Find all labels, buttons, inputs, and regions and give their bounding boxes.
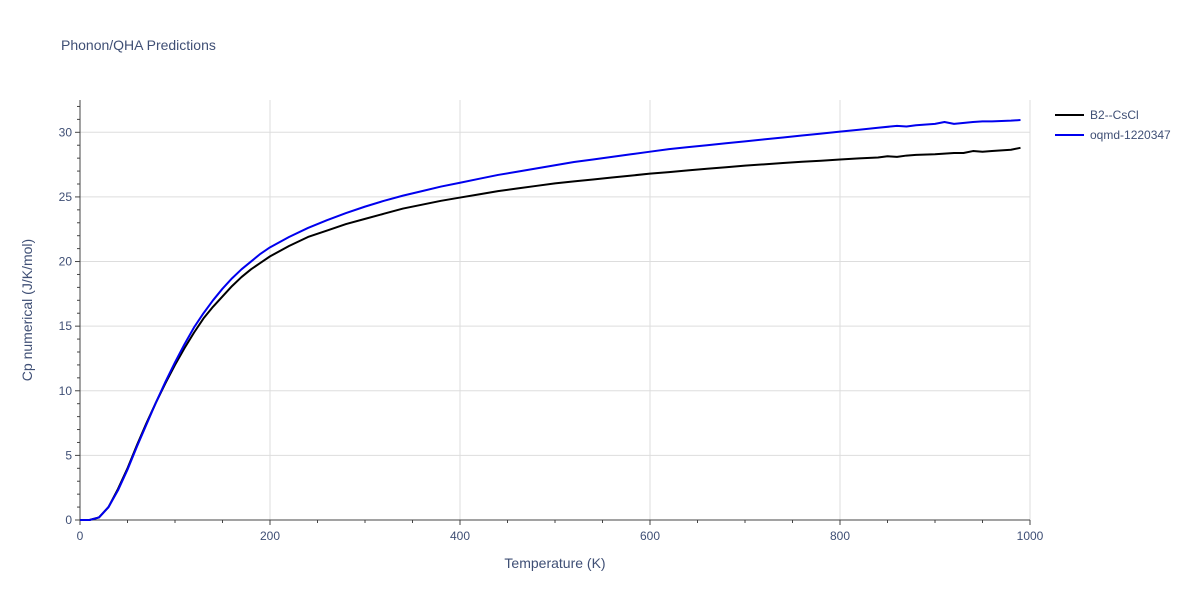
axis-layer: 0 200 400 600 800 1000 0 5 10 15 20 25 30	[59, 100, 1044, 543]
legend[interactable]: B2--CsCl oqmd-1220347	[1055, 108, 1171, 142]
y-tick-label: 5	[65, 448, 72, 462]
legend-label: B2--CsCl	[1090, 108, 1139, 122]
x-tick-label: 200	[260, 529, 280, 543]
y-tick-label: 30	[59, 125, 73, 139]
series-layer	[80, 119, 1021, 521]
chart-title: Phonon/QHA Predictions	[61, 37, 216, 53]
legend-item[interactable]: B2--CsCl	[1055, 108, 1139, 122]
y-tick-label: 0	[65, 513, 72, 527]
x-tick-label: 800	[830, 529, 850, 543]
x-tick-label: 600	[640, 529, 660, 543]
legend-label: oqmd-1220347	[1090, 128, 1171, 142]
y-tick-label: 20	[59, 255, 73, 269]
grid-layer	[80, 100, 1031, 520]
y-tick-label: 25	[59, 190, 73, 204]
x-axis-title: Temperature (K)	[504, 555, 605, 571]
y-tick-label: 15	[59, 319, 73, 333]
y-tick-label: 10	[59, 384, 73, 398]
series-line-2	[80, 119, 1021, 521]
x-tick-label: 400	[450, 529, 470, 543]
y-axis-title: Cp numerical (J/K/mol)	[19, 239, 35, 381]
series-line-1	[80, 146, 1021, 521]
legend-item[interactable]: oqmd-1220347	[1055, 128, 1171, 142]
x-tick-label: 1000	[1017, 529, 1044, 543]
x-tick-label: 0	[77, 529, 84, 543]
